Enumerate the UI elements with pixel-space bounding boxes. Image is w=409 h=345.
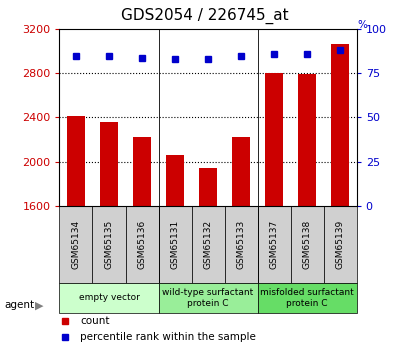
Text: GSM65134: GSM65134 — [71, 219, 80, 269]
Bar — [330, 44, 348, 206]
Text: agent: agent — [4, 300, 34, 310]
Text: misfolded surfactant
protein C: misfolded surfactant protein C — [260, 288, 353, 307]
Text: GSM65131: GSM65131 — [170, 219, 179, 269]
Bar — [166, 156, 184, 206]
Bar — [133, 137, 151, 206]
Bar — [297, 75, 315, 206]
Bar — [100, 122, 118, 206]
Bar — [231, 137, 249, 206]
Text: count: count — [80, 316, 110, 326]
Bar — [92, 206, 125, 283]
Text: GSM65132: GSM65132 — [203, 219, 212, 269]
Bar — [125, 206, 158, 283]
Bar — [257, 206, 290, 283]
Bar — [158, 283, 257, 313]
Text: percentile rank within the sample: percentile rank within the sample — [80, 332, 256, 342]
Bar — [158, 206, 191, 283]
Bar — [67, 116, 85, 206]
Text: GSM65136: GSM65136 — [137, 219, 146, 269]
Bar — [59, 206, 92, 283]
Bar — [257, 283, 356, 313]
Bar — [290, 206, 323, 283]
Bar — [198, 168, 217, 206]
Text: GSM65137: GSM65137 — [269, 219, 278, 269]
Text: GSM65133: GSM65133 — [236, 219, 245, 269]
Bar — [191, 206, 224, 283]
Bar — [323, 206, 356, 283]
Text: GSM65135: GSM65135 — [104, 219, 113, 269]
Text: GDS2054 / 226745_at: GDS2054 / 226745_at — [121, 8, 288, 23]
Text: empty vector: empty vector — [79, 293, 139, 302]
Text: ▶: ▶ — [35, 300, 43, 310]
Text: GSM65139: GSM65139 — [335, 219, 344, 269]
Text: %: % — [357, 20, 366, 30]
Bar — [224, 206, 257, 283]
Bar — [59, 283, 158, 313]
Text: wild-type surfactant
protein C: wild-type surfactant protein C — [162, 288, 253, 307]
Bar — [264, 73, 283, 206]
Text: GSM65138: GSM65138 — [302, 219, 311, 269]
